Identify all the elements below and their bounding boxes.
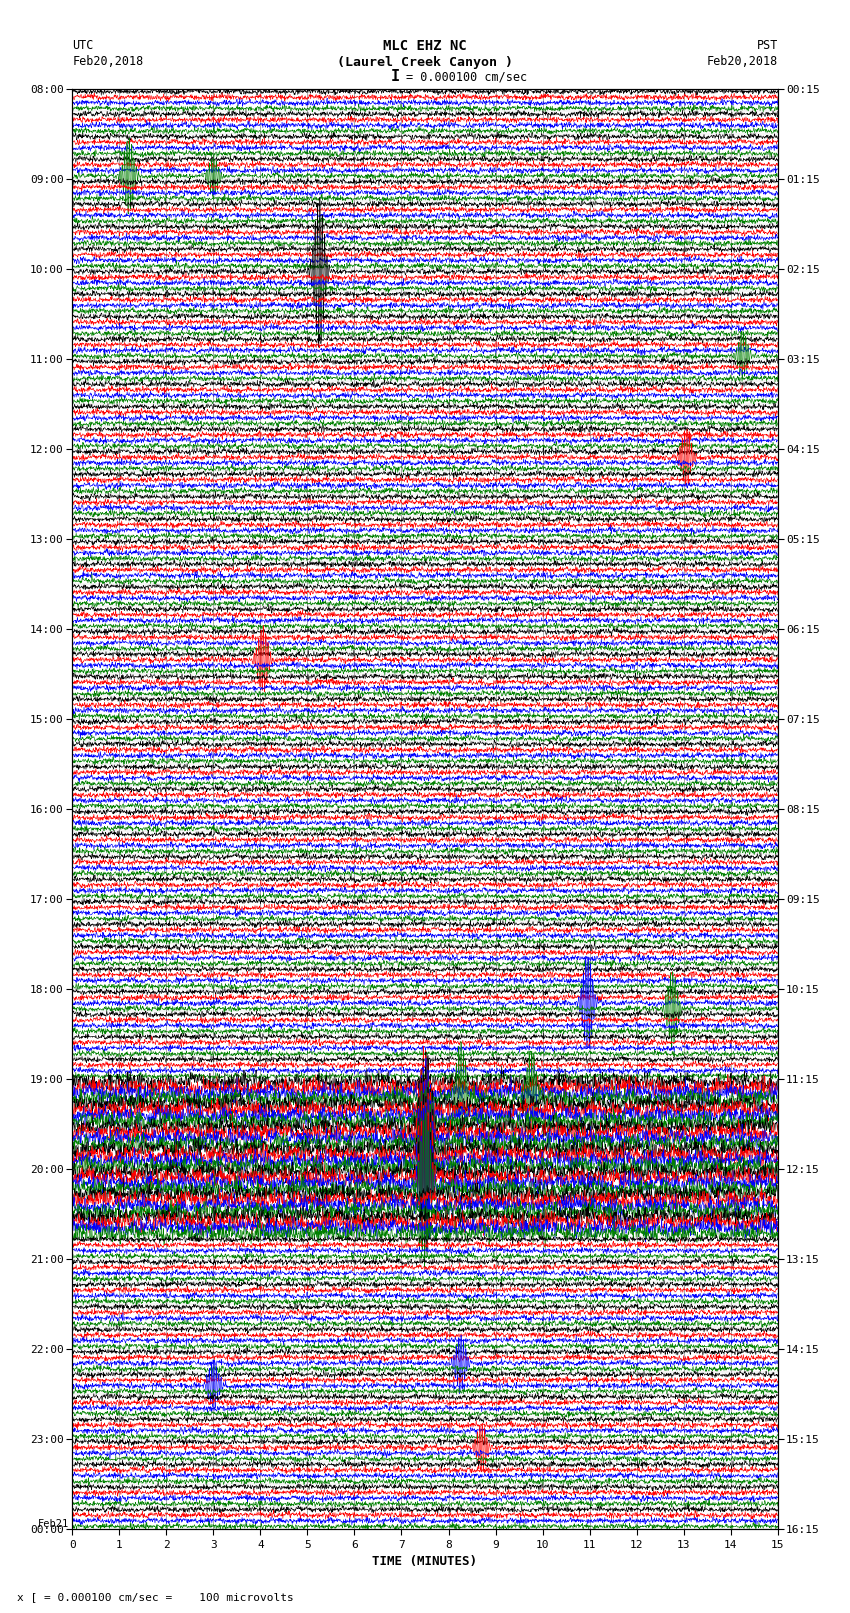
Text: I: I: [391, 69, 399, 84]
Text: Feb21: Feb21: [37, 1519, 69, 1529]
Text: (Laurel Creek Canyon ): (Laurel Creek Canyon ): [337, 56, 513, 69]
Text: Feb20,2018: Feb20,2018: [72, 55, 144, 68]
Text: Feb20,2018: Feb20,2018: [706, 55, 778, 68]
Text: PST: PST: [756, 39, 778, 52]
Text: x [ = 0.000100 cm/sec =    100 microvolts: x [ = 0.000100 cm/sec = 100 microvolts: [17, 1592, 294, 1602]
X-axis label: TIME (MINUTES): TIME (MINUTES): [372, 1555, 478, 1568]
Text: MLC EHZ NC: MLC EHZ NC: [383, 39, 467, 53]
Text: = 0.000100 cm/sec: = 0.000100 cm/sec: [406, 71, 527, 84]
Text: UTC: UTC: [72, 39, 94, 52]
